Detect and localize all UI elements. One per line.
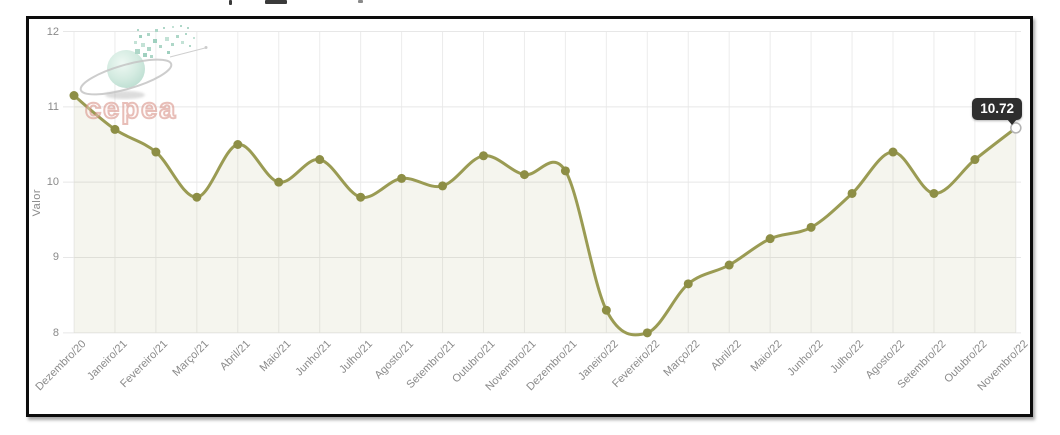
data-point xyxy=(847,188,857,198)
data-point xyxy=(970,155,980,165)
y-axis-label: 12 xyxy=(46,25,59,38)
y-axis-label: 9 xyxy=(52,251,59,264)
tooltip: 10.72 xyxy=(972,98,1022,125)
data-point xyxy=(110,124,120,134)
data-point xyxy=(233,139,243,149)
data-points[interactable] xyxy=(69,91,1022,338)
cropped-text-artifact xyxy=(358,0,363,3)
data-point xyxy=(151,147,161,157)
data-point xyxy=(192,192,202,202)
data-point xyxy=(69,91,79,101)
data-point xyxy=(274,177,284,187)
data-point xyxy=(560,166,570,176)
area-fill xyxy=(74,95,1016,335)
data-point xyxy=(438,181,448,191)
y-axis-label: 11 xyxy=(47,100,59,113)
data-point xyxy=(724,260,734,270)
data-point xyxy=(683,279,693,289)
y-axis-label: 8 xyxy=(52,326,59,339)
y-axis-title: Valor xyxy=(31,189,43,217)
data-point xyxy=(356,192,366,202)
data-point xyxy=(888,147,898,157)
data-point xyxy=(765,234,775,244)
cropped-text-artifact xyxy=(229,0,232,5)
data-point xyxy=(315,155,325,165)
data-point xyxy=(519,170,529,180)
data-point xyxy=(601,305,611,315)
line-chart[interactable] xyxy=(29,19,1030,414)
cropped-text-artifact xyxy=(265,0,287,4)
data-point xyxy=(642,328,652,338)
chart-area: cepea Valor 12 11 10 9 8 Dezembro/20 Janeiro/… xyxy=(29,19,1030,414)
chart-frame: cepea Valor 12 11 10 9 8 Dezembro/20 Janeiro/… xyxy=(26,16,1033,417)
data-point xyxy=(806,222,816,232)
data-point xyxy=(397,173,407,183)
data-point xyxy=(929,188,939,198)
data-point xyxy=(479,151,488,161)
y-axis-label: 10 xyxy=(46,176,59,189)
